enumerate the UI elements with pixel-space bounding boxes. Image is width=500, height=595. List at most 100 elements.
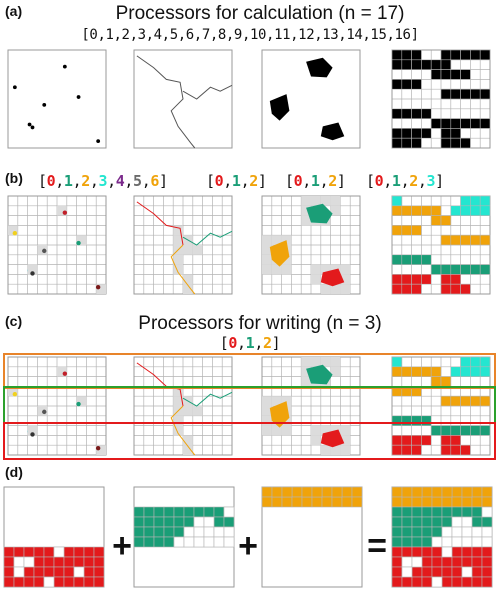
raster-cell bbox=[479, 195, 491, 207]
raster-cell bbox=[471, 566, 483, 578]
raster-cell bbox=[440, 435, 452, 446]
raster-cell bbox=[441, 506, 453, 518]
writer-band-2 bbox=[3, 422, 496, 460]
raster-cell bbox=[391, 225, 403, 236]
raster-cell bbox=[451, 536, 463, 548]
raster-cell bbox=[460, 395, 471, 407]
raster-cell bbox=[411, 526, 423, 538]
raster-cell bbox=[223, 516, 235, 528]
raster-cell bbox=[411, 556, 423, 568]
raster-cell bbox=[391, 526, 403, 538]
highlight-cell bbox=[281, 264, 292, 275]
highlight-cell bbox=[340, 284, 351, 294]
raster-cell bbox=[481, 516, 493, 528]
raster-cell bbox=[401, 274, 412, 285]
highlight-cell bbox=[173, 254, 183, 265]
raster-cell bbox=[451, 576, 463, 588]
highlight-cell bbox=[96, 284, 106, 294]
raster-cell bbox=[470, 195, 481, 207]
raster-cell bbox=[470, 264, 481, 275]
highlight-cell bbox=[320, 196, 331, 206]
highlight-cell bbox=[340, 435, 351, 446]
raster-cell bbox=[83, 576, 95, 588]
raster-cell bbox=[63, 556, 75, 568]
raster-cell bbox=[461, 576, 473, 588]
raster-cell bbox=[481, 486, 493, 498]
raster-cell bbox=[261, 486, 273, 498]
raster-cell bbox=[213, 516, 225, 528]
raster-cell bbox=[271, 486, 283, 498]
raster-cell bbox=[450, 118, 461, 129]
highlight-cell bbox=[340, 264, 351, 275]
raster-cell bbox=[193, 536, 205, 548]
highlight-cell bbox=[330, 205, 341, 216]
highlight-cell bbox=[76, 396, 87, 406]
point-marker bbox=[42, 248, 47, 254]
raster-cell bbox=[43, 546, 55, 558]
highlight-cell bbox=[301, 366, 311, 377]
raster-cell bbox=[133, 506, 145, 518]
index-6: 6 bbox=[150, 172, 159, 190]
highlight-cell bbox=[173, 235, 183, 245]
index-1: 1 bbox=[310, 172, 320, 190]
highlight-cell bbox=[262, 406, 272, 416]
raster-cell bbox=[430, 205, 442, 216]
raster-cell bbox=[223, 526, 235, 538]
raster-cell bbox=[450, 49, 461, 61]
index-0: 0 bbox=[293, 172, 303, 190]
raster-cell bbox=[93, 546, 105, 558]
highlight-cell bbox=[27, 425, 38, 436]
raster-cell bbox=[481, 536, 493, 548]
raster-cell bbox=[421, 556, 433, 568]
raster-cell bbox=[391, 128, 403, 139]
raster-cell bbox=[301, 496, 313, 508]
highlight-cell bbox=[271, 235, 282, 245]
index-0: 0 bbox=[228, 334, 238, 352]
highlight-cell bbox=[330, 366, 341, 377]
point-marker bbox=[30, 125, 35, 130]
raster-cell bbox=[401, 283, 412, 295]
raster-cell bbox=[461, 536, 473, 548]
highlight-cell bbox=[8, 225, 18, 236]
raster-cell bbox=[3, 556, 15, 568]
raster-cell bbox=[451, 516, 463, 528]
raster-cell bbox=[411, 205, 422, 216]
panel-a-polygons-grid-border bbox=[261, 49, 361, 149]
raster-cell bbox=[440, 59, 452, 70]
raster-cell bbox=[153, 506, 165, 518]
raster-cell bbox=[223, 506, 235, 518]
point-marker bbox=[12, 85, 17, 90]
raster-cell bbox=[450, 274, 461, 285]
raster-cell bbox=[73, 556, 85, 568]
panel-b-label: (b) bbox=[5, 170, 23, 186]
raster-cell bbox=[460, 264, 471, 275]
raster-cell bbox=[321, 486, 333, 498]
highlight-cell bbox=[340, 445, 351, 455]
raster-cell bbox=[430, 376, 442, 387]
point-marker bbox=[27, 122, 32, 127]
highlight-cell bbox=[311, 264, 321, 275]
raster-cell bbox=[341, 496, 353, 508]
raster-cell bbox=[411, 137, 422, 149]
raster-cell bbox=[470, 234, 481, 246]
raster-cell bbox=[411, 496, 423, 508]
raster-cell bbox=[411, 283, 422, 295]
highlight-cell bbox=[311, 274, 321, 285]
raster-cell bbox=[33, 566, 45, 578]
line-feature bbox=[182, 391, 233, 407]
raster-cell bbox=[421, 108, 432, 119]
highlight-cell bbox=[340, 274, 351, 285]
raster-cell bbox=[391, 59, 403, 70]
index-5: 5 bbox=[133, 172, 142, 190]
highlight-cell bbox=[311, 425, 321, 436]
raster-cell bbox=[391, 506, 403, 518]
raster-cell bbox=[203, 516, 215, 528]
raster-cell bbox=[391, 205, 403, 216]
raster-cell bbox=[440, 137, 452, 149]
raster-cell bbox=[421, 566, 433, 578]
panel-a-title: Processors for calculation (n = 17) bbox=[115, 3, 405, 24]
raster-cell bbox=[440, 88, 452, 100]
polygon-feature bbox=[269, 401, 290, 428]
raster-cell bbox=[23, 546, 35, 558]
index-0: 0 bbox=[46, 172, 56, 190]
